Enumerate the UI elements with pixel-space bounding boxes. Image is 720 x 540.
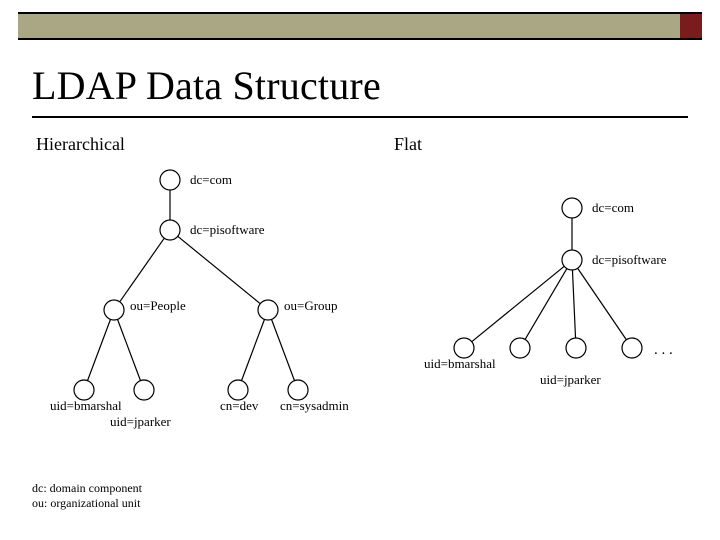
tree-edge bbox=[118, 319, 141, 380]
legend-line-ou: ou: organizational unit bbox=[32, 496, 142, 512]
tree-node bbox=[104, 300, 124, 320]
tree-edge bbox=[272, 319, 295, 380]
tree-edge bbox=[578, 268, 627, 339]
legend-line-dc: dc: domain component bbox=[32, 481, 142, 497]
tree-node bbox=[134, 380, 154, 400]
tree-node-label: uid=bmarshal bbox=[424, 356, 496, 371]
tree-node-label: cn=dev bbox=[220, 398, 259, 413]
title-underline bbox=[32, 116, 688, 118]
tree-node bbox=[562, 250, 582, 270]
tree-node-label: uid=jparker bbox=[540, 372, 601, 387]
tree-node-label: ou=Group bbox=[284, 298, 338, 313]
slide-title: LDAP Data Structure bbox=[32, 62, 381, 109]
tree-node bbox=[562, 198, 582, 218]
legend: dc: domain component ou: organizational … bbox=[32, 481, 142, 512]
diagram-hierarchical: dc=com dc=pisoftware ou=People ou=Group uid=… bbox=[56, 160, 356, 460]
tree-node-label: ou=People bbox=[130, 298, 186, 313]
tree-node bbox=[160, 170, 180, 190]
tree-node-label: dc=com bbox=[592, 200, 634, 215]
tree-node bbox=[566, 338, 586, 358]
tree-node-label: uid=bmarshal bbox=[50, 398, 122, 413]
title-band-accent bbox=[680, 14, 702, 38]
tree-node-label: dc=com bbox=[190, 172, 232, 187]
tree-node bbox=[228, 380, 248, 400]
tree-node-label: uid=jparker bbox=[110, 414, 171, 429]
subheading-flat: Flat bbox=[394, 134, 422, 155]
tree-node-label: cn=sysadmin bbox=[280, 398, 349, 413]
tree-edge bbox=[525, 269, 567, 340]
tree-node bbox=[74, 380, 94, 400]
tree-edge bbox=[178, 236, 261, 303]
tree-edge bbox=[120, 238, 165, 302]
tree-edge bbox=[472, 266, 564, 341]
tree-ellipsis: . . . bbox=[654, 342, 673, 358]
tree-node bbox=[454, 338, 474, 358]
tree-node bbox=[510, 338, 530, 358]
tree-node bbox=[288, 380, 308, 400]
tree-edge bbox=[572, 270, 575, 338]
tree-node-label: dc=pisoftware bbox=[592, 252, 667, 267]
diagram-flat-svg: dc=com dc=pisoftware uid=bmarshal uid=jpark… bbox=[420, 190, 710, 420]
subheading-hierarchical: Hierarchical bbox=[36, 134, 125, 155]
tree-node bbox=[258, 300, 278, 320]
title-band-line-bottom bbox=[18, 38, 702, 40]
title-band-bg bbox=[18, 12, 702, 40]
tree-node bbox=[160, 220, 180, 240]
tree-edge bbox=[242, 319, 265, 380]
diagram-flat: dc=com dc=pisoftware uid=bmarshal uid=jpark… bbox=[420, 190, 710, 420]
title-band-line-top bbox=[18, 12, 702, 14]
tree-node bbox=[622, 338, 642, 358]
title-band bbox=[18, 12, 702, 40]
tree-edge bbox=[88, 319, 111, 380]
tree-node-label: dc=pisoftware bbox=[190, 222, 265, 237]
diagram-hierarchical-svg: dc=com dc=pisoftware ou=People ou=Group uid=… bbox=[56, 160, 356, 460]
